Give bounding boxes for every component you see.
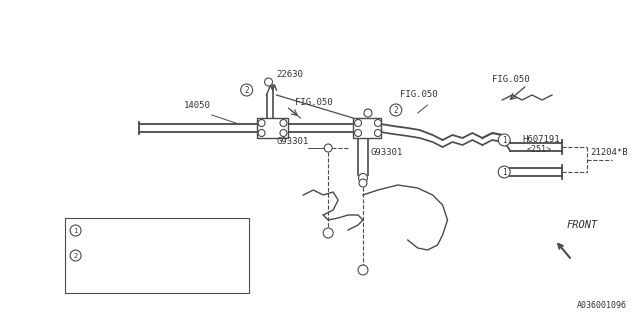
Text: 09235*A: 09235*A — [90, 226, 125, 235]
Circle shape — [499, 166, 510, 178]
Circle shape — [355, 119, 362, 126]
Text: A20682: A20682 — [90, 245, 120, 254]
Text: FIG.050: FIG.050 — [400, 90, 437, 99]
Circle shape — [358, 265, 368, 275]
Bar — [257, 118, 289, 138]
Text: FRONT: FRONT — [567, 220, 598, 230]
Text: FIG.050: FIG.050 — [296, 98, 333, 107]
Text: G93301: G93301 — [276, 137, 308, 146]
Circle shape — [258, 130, 265, 137]
Circle shape — [364, 109, 372, 117]
Circle shape — [323, 228, 333, 238]
Bar — [353, 118, 381, 138]
Circle shape — [358, 173, 367, 182]
Circle shape — [241, 84, 253, 96]
Text: 1: 1 — [74, 228, 77, 234]
Text: 21204*B: 21204*B — [591, 148, 628, 157]
Text: 2: 2 — [74, 252, 77, 259]
Circle shape — [324, 144, 332, 152]
Text: <251>: <251> — [527, 145, 552, 154]
Text: G93301: G93301 — [371, 148, 403, 157]
Circle shape — [280, 119, 287, 126]
Circle shape — [258, 119, 265, 126]
Text: 14050: 14050 — [184, 101, 211, 110]
Circle shape — [70, 225, 81, 236]
Text: A036001096: A036001096 — [577, 301, 627, 310]
Text: <   -'02MY0205>: < -'02MY0205> — [140, 246, 203, 252]
Text: 2: 2 — [394, 106, 398, 115]
Bar — [65, 218, 248, 293]
Circle shape — [374, 119, 381, 126]
Text: <'03MY0204-   >: <'03MY0204- > — [140, 259, 203, 265]
Circle shape — [499, 134, 510, 146]
Text: 22630: 22630 — [276, 70, 303, 79]
Circle shape — [359, 179, 367, 187]
Text: H607191: H607191 — [522, 135, 560, 144]
Circle shape — [280, 130, 287, 137]
Text: FIG.050: FIG.050 — [492, 75, 530, 84]
Circle shape — [264, 78, 273, 86]
Circle shape — [355, 130, 362, 137]
Text: 1: 1 — [502, 167, 506, 177]
Circle shape — [374, 130, 381, 137]
Text: 1: 1 — [502, 135, 506, 145]
Text: J10622: J10622 — [90, 257, 120, 266]
Circle shape — [70, 250, 81, 261]
Text: 2: 2 — [244, 85, 249, 94]
Circle shape — [390, 104, 402, 116]
